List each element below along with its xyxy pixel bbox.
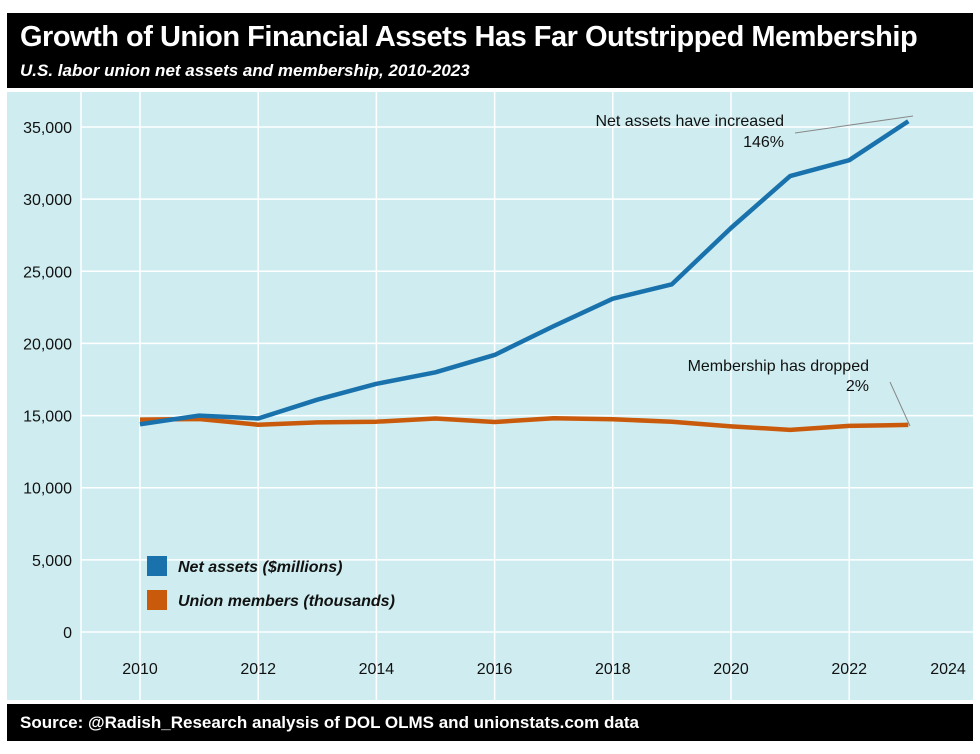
series-line-net-assets [139, 119, 910, 427]
y-tick-label: 20,000 [23, 336, 72, 353]
y-tick-label: 10,000 [23, 481, 72, 498]
legend: Net assets ($millions) Union members (th… [147, 556, 395, 610]
annotation-membership: Membership has dropped 2% [688, 358, 911, 427]
legend-label-members: Union members (thousands) [178, 593, 395, 610]
legend-label-net-assets: Net assets ($millions) [178, 559, 343, 576]
series-line-members [139, 415, 909, 433]
legend-swatch-net-assets [147, 556, 167, 576]
chart-subtitle: U.S. labor union net assets and membersh… [20, 61, 470, 80]
annotation-net-assets-leader [794, 115, 914, 134]
x-tick-label: 2020 [713, 661, 749, 678]
x-tick-label: 2012 [240, 661, 276, 678]
plot-background [7, 92, 973, 700]
x-tick-label: 2022 [831, 661, 867, 678]
line-chart: 0 5,000 10,000 15,000 20,000 25,000 30,000 35,0… [7, 92, 973, 700]
header: Growth of Union Financial Assets Has Far… [7, 13, 973, 88]
annotation-net-assets: Net assets have increased 146% [595, 113, 914, 151]
chart-title: Growth of Union Financial Assets Has Far… [20, 21, 918, 53]
x-tick-label: 2018 [595, 661, 631, 678]
source-note: Source: @Radish_Research analysis of DOL… [20, 713, 639, 732]
annotation-membership-line2: 2% [846, 378, 869, 395]
y-tick-label: 35,000 [23, 120, 72, 137]
x-tick-label: 2024 [930, 661, 966, 678]
y-tick-label: 0 [63, 625, 72, 642]
y-tick-label: 30,000 [23, 192, 72, 209]
x-tick-label: 2014 [359, 661, 395, 678]
legend-swatch-members [147, 590, 167, 610]
annotation-net-assets-line1: Net assets have increased [595, 113, 784, 130]
y-tick-label: 5,000 [32, 553, 72, 570]
x-tick-label: 2010 [122, 661, 158, 678]
annotation-membership-leader [889, 381, 911, 427]
annotation-net-assets-line2: 146% [743, 134, 784, 151]
footer: Source: @Radish_Research analysis of DOL… [7, 704, 973, 741]
y-tick-label: 25,000 [23, 264, 72, 281]
annotation-membership-line1: Membership has dropped [688, 358, 869, 375]
y-tick-label: 15,000 [23, 409, 72, 426]
x-tick-label: 2016 [477, 661, 513, 678]
